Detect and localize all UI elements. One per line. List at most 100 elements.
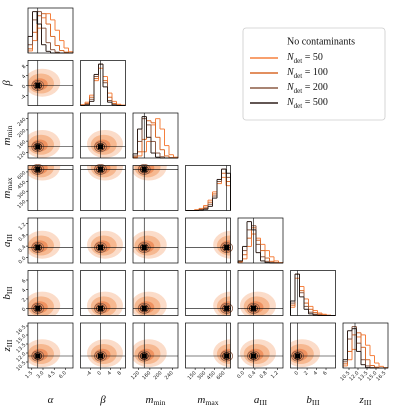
truth-point: [35, 305, 41, 311]
y-tick-label: 6: [21, 278, 27, 284]
truth-point: [98, 166, 103, 172]
truth-point: [35, 144, 41, 150]
x-tick-label: 120: [130, 370, 141, 381]
truth-point: [35, 83, 41, 88]
x-axis-label: mmax: [197, 394, 218, 407]
panel-frame: [27, 60, 74, 106]
y-tick-label: 120: [16, 151, 27, 162]
truth-point: [250, 353, 256, 359]
legend-title: No contaminants: [287, 36, 355, 47]
panel-frame: [132, 322, 179, 369]
panel-frame: [132, 217, 179, 264]
y-tick-label: 4: [21, 288, 27, 294]
panel-frame: [342, 322, 389, 369]
x-tick-label: 4: [313, 370, 319, 376]
y-tick-label: 600: [16, 170, 27, 181]
y-tick-label: 0.0: [18, 256, 28, 266]
truth-point: [35, 245, 41, 251]
y-tick-label: 0: [21, 84, 27, 90]
x-tick-label: 240: [164, 370, 175, 381]
y-axis-label: bIII: [1, 286, 14, 300]
panel-frame: [27, 7, 74, 54]
panel-frame: [132, 270, 179, 316]
panel-frame: [80, 165, 126, 211]
panel-frame: [27, 322, 74, 369]
truth-point: [141, 305, 147, 311]
x-tick-label: 0.0: [236, 370, 246, 380]
legend-label: Ndet = 50: [286, 52, 323, 64]
y-tick-label: 16.5: [15, 324, 27, 336]
x-axis-label: α: [48, 394, 54, 406]
x-tick-label: 200: [153, 370, 164, 381]
truth-point: [98, 144, 103, 150]
y-tick-label: 4: [21, 74, 27, 80]
x-tick-label: 6: [322, 370, 328, 376]
legend-label: Ndet = 500: [286, 97, 328, 109]
y-tick-label: 450: [16, 180, 27, 191]
x-tick-label: 8: [116, 370, 122, 376]
truth-point: [141, 353, 147, 359]
panel-frame: [27, 112, 74, 159]
x-axis-label: mmin: [146, 394, 166, 407]
panel-frame: [185, 217, 231, 264]
x-axis-label: zIII: [359, 394, 372, 407]
x-tick-label: 0: [294, 370, 300, 376]
y-axis-label: mmin: [1, 125, 14, 145]
panel-frame: [237, 322, 284, 369]
truth-point: [250, 305, 256, 311]
truth-point: [295, 353, 301, 359]
panel-frame: [80, 322, 126, 369]
legend-label: Ndet = 200: [286, 82, 328, 94]
x-axis-label: β: [99, 394, 106, 406]
truth-point: [224, 245, 230, 251]
y-tick-label: 0.8: [18, 233, 28, 243]
panel-frame: [132, 112, 179, 159]
panel-frame: [132, 165, 179, 211]
y-axis-label: zIII: [1, 339, 14, 352]
x-tick-label: 1.2: [270, 370, 280, 380]
x-tick-label: 16.5: [375, 370, 387, 382]
panel-frame: [27, 270, 74, 316]
x-axis-label: aIII: [254, 394, 268, 407]
truth-point: [141, 166, 147, 172]
x-tick-label: 2: [303, 370, 309, 376]
x-tick-label: 6.0: [58, 370, 68, 380]
x-tick-label: 300: [196, 370, 207, 381]
y-tick-label: 200: [16, 128, 27, 139]
x-tick-label: 0.4: [247, 370, 257, 380]
panel-frame: [27, 165, 74, 211]
x-tick-label: 4.5: [47, 370, 57, 380]
truth-point: [224, 305, 230, 311]
truth-point: [141, 245, 147, 251]
y-axis-label: aIII: [1, 233, 14, 247]
y-tick-label: 240: [16, 117, 27, 128]
y-tick-label: 1.2: [18, 222, 28, 232]
x-tick-label: 450: [206, 370, 217, 381]
panel-frame: [290, 270, 336, 316]
x-tick-label: 600: [216, 370, 227, 381]
truth-point: [98, 245, 103, 251]
x-tick-label: -4: [85, 370, 93, 378]
y-tick-label: 150: [16, 199, 27, 210]
panel-frame: [27, 217, 74, 264]
y-tick-label: -4: [20, 94, 28, 102]
legend-label: Ndet = 100: [286, 67, 328, 79]
truth-point: [35, 166, 41, 172]
truth-point: [224, 353, 230, 359]
panel-frame: [185, 270, 231, 316]
x-tick-label: 0: [96, 370, 102, 376]
y-tick-label: 0.4: [18, 244, 28, 254]
truth-point: [98, 353, 103, 359]
panel-frame: [290, 322, 336, 369]
x-tick-label: 1.5: [24, 370, 34, 380]
y-tick-label: 160: [16, 139, 27, 150]
panel-frame: [237, 217, 284, 264]
truth-point: [35, 353, 41, 359]
x-tick-label: 160: [141, 370, 152, 381]
x-tick-label: 150: [187, 370, 198, 381]
y-tick-label: 2: [21, 297, 27, 303]
x-tick-label: 3.0: [36, 370, 46, 380]
panel-frame: [80, 112, 126, 159]
legend-box: [242, 27, 386, 121]
panel-frame: [80, 60, 126, 106]
